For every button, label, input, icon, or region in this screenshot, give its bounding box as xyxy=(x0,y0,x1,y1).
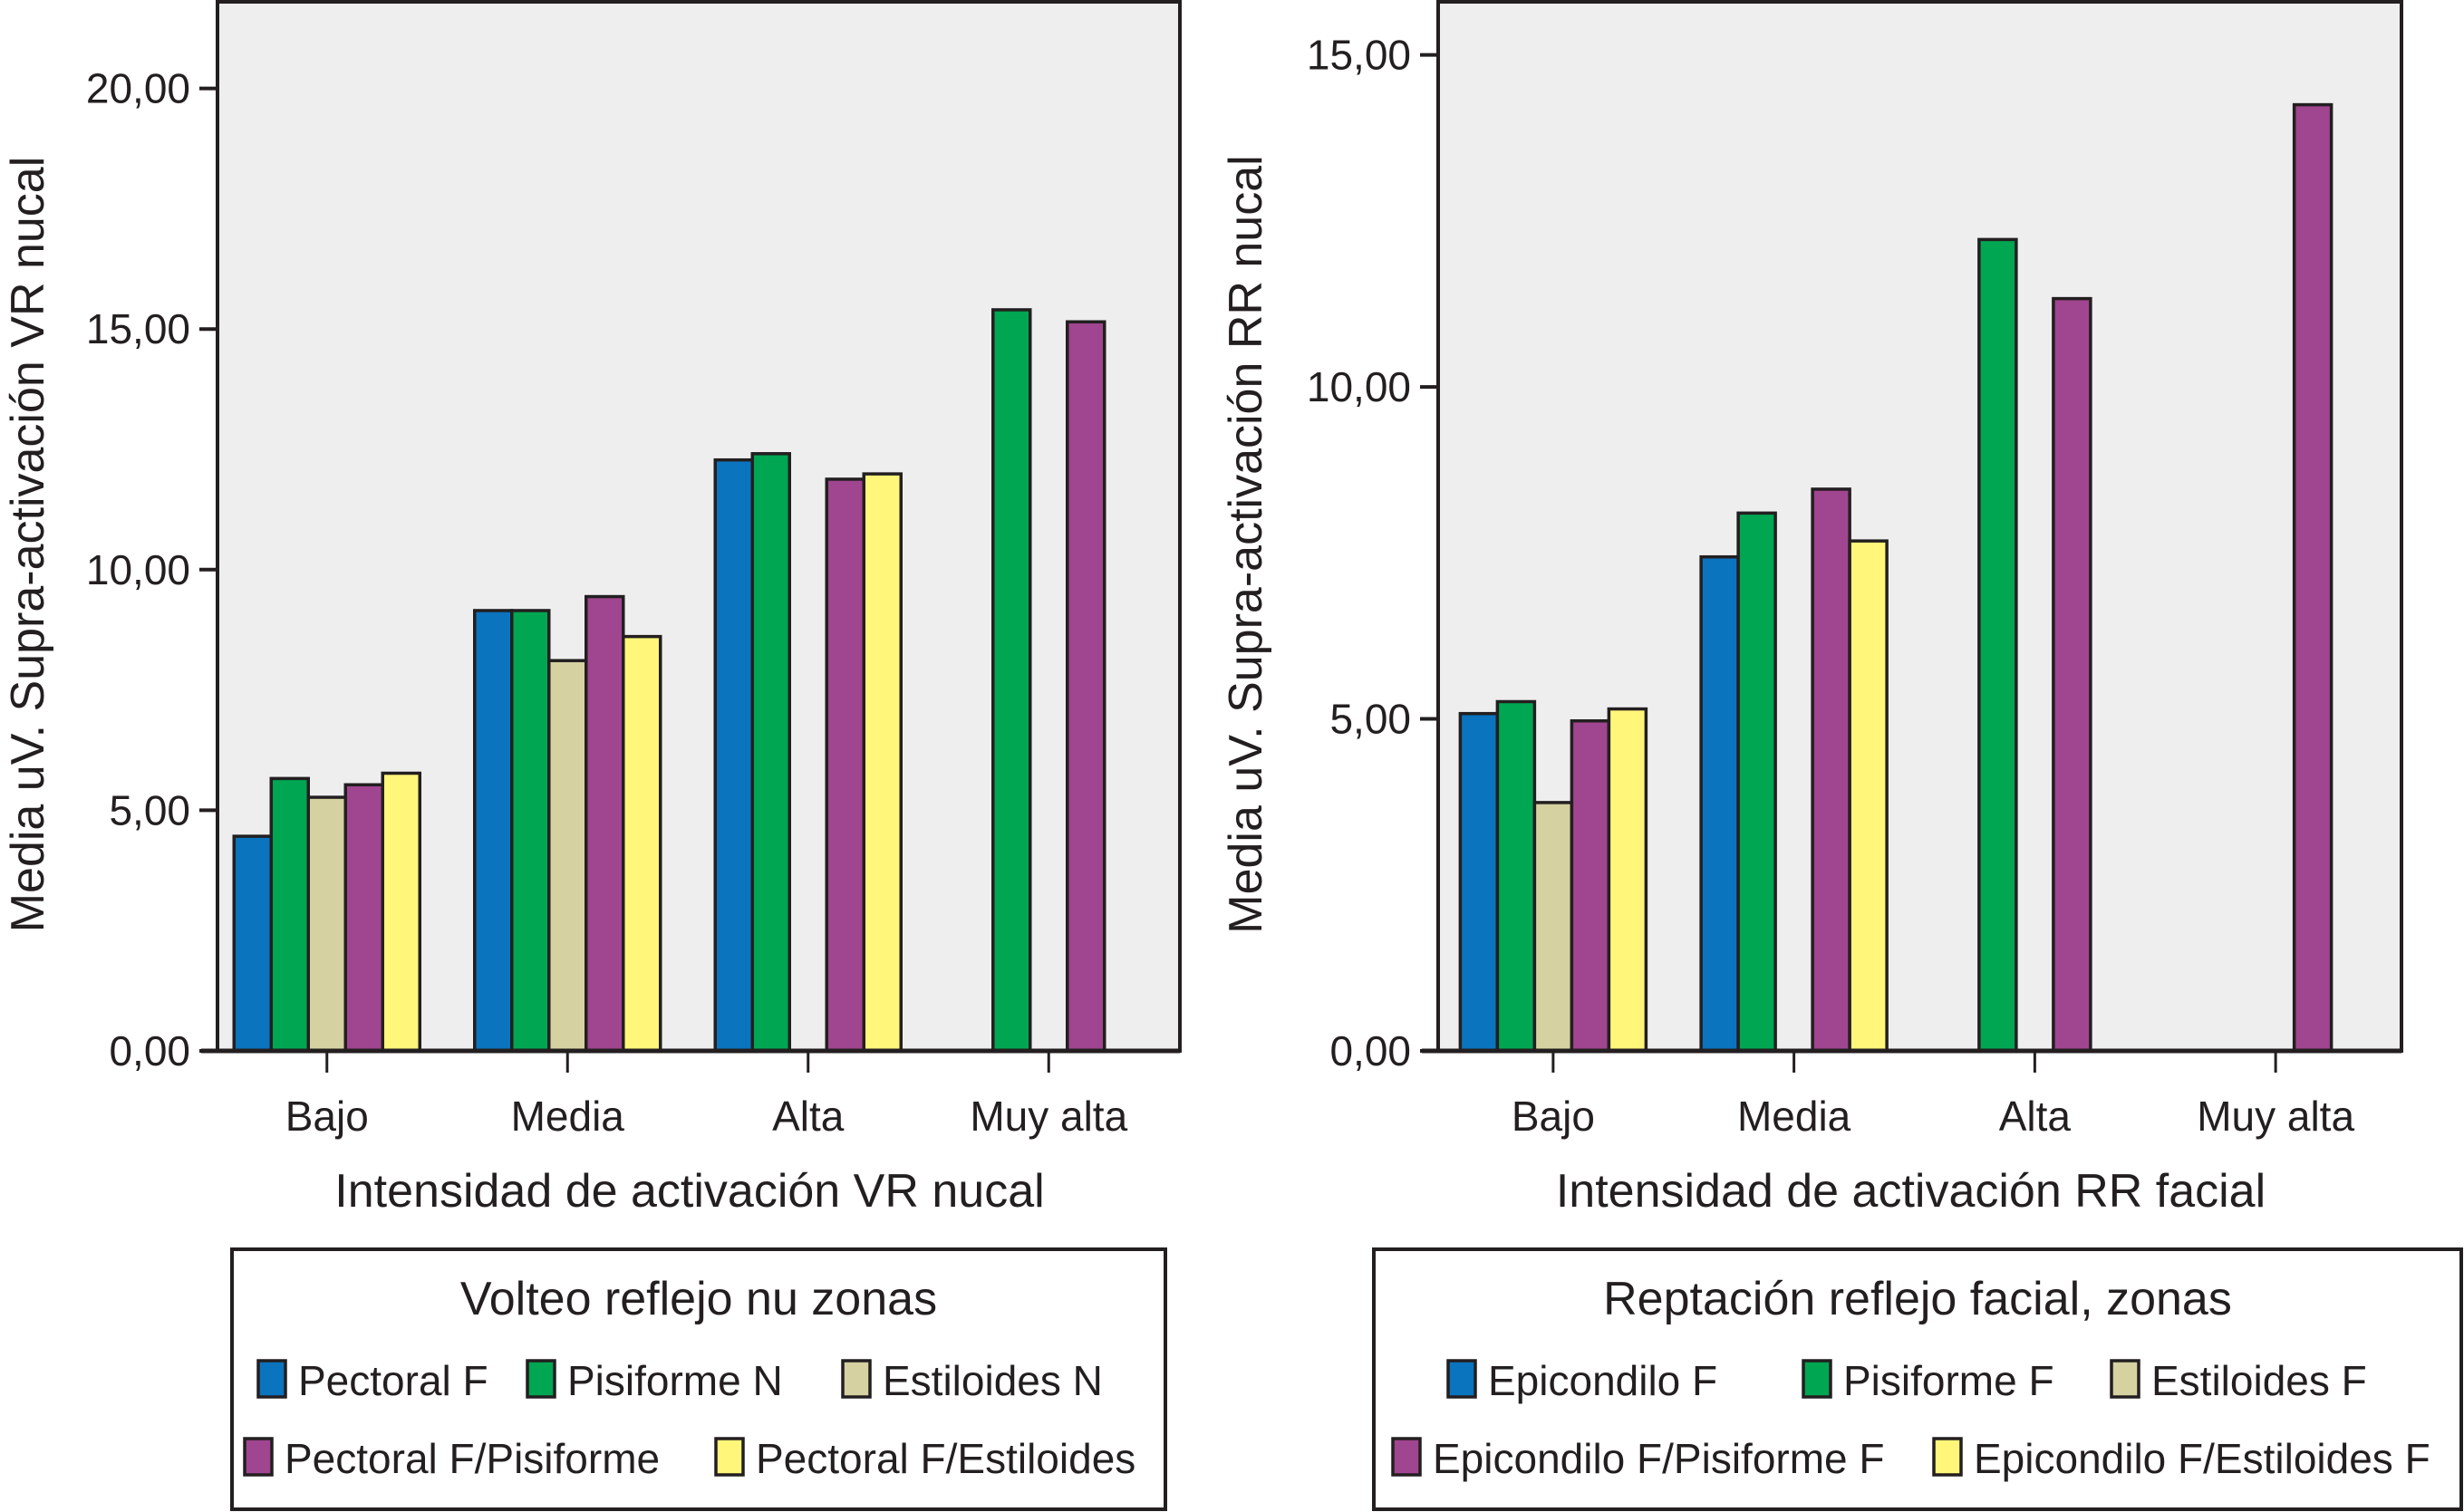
legend-swatch xyxy=(1802,1359,1832,1399)
legend-label: Estiloides F xyxy=(2151,1357,2367,1404)
bar-media-series-2 xyxy=(547,659,588,1053)
legend-label: Pisiforme F xyxy=(1843,1357,2054,1404)
bar-alta-series-3 xyxy=(2052,296,2092,1053)
x-axis-title: Intensidad de activación RR facial xyxy=(1556,1165,2266,1218)
bar-alta-series-0 xyxy=(713,457,754,1053)
legend-label: Epicondilo F/Estiloides F xyxy=(1974,1435,2430,1482)
bar-muy-alta-series-3 xyxy=(2292,102,2334,1053)
y-tick-label: 5,00 xyxy=(1329,696,1411,743)
legend-swatch xyxy=(841,1359,872,1399)
y-tick-label: 15,00 xyxy=(1307,32,1411,79)
bar-bajo-series-0 xyxy=(232,834,273,1053)
legend: Reptación reflejo facial, zonas Epicondi… xyxy=(1372,1247,2463,1511)
chart-right: 0,00 5,00 10,00 15,00 Bajo Media Alta Muy alta… xyxy=(1220,0,2463,1511)
legend-swatch xyxy=(526,1359,556,1399)
bar-bajo-series-2 xyxy=(306,795,347,1053)
y-tick-label: 0,00 xyxy=(109,1027,190,1074)
axes-group xyxy=(201,2,1180,1054)
bar-media-series-3 xyxy=(585,594,625,1053)
x-tick-label: Muy alta xyxy=(2197,1093,2354,1140)
x-tick-label: Muy alta xyxy=(970,1093,1127,1140)
y-tick-label: 5,00 xyxy=(109,786,190,833)
legend-label: Estiloides N xyxy=(883,1357,1103,1404)
legend-swatch xyxy=(714,1437,745,1477)
x-tick-label: Media xyxy=(1737,1093,1851,1140)
y-axis-title: Media uV. Supra-activación RR nucal xyxy=(1220,155,1272,933)
legend-swatch xyxy=(1932,1437,1963,1477)
legend-label: Pectoral F/Estiloides xyxy=(756,1435,1135,1482)
bar-media-series-0 xyxy=(473,609,514,1053)
bar-bajo-series-0 xyxy=(1458,711,1500,1053)
y-tick-label: 15,00 xyxy=(86,305,190,352)
legend-label: Epicondilo F xyxy=(1488,1357,1717,1404)
legend-label: Pisiforme N xyxy=(567,1357,783,1404)
bar-media-series-4 xyxy=(1848,539,1889,1053)
bar-alta-series-1 xyxy=(1977,237,2018,1053)
bars-group xyxy=(232,308,1106,1053)
bar-media-series-0 xyxy=(1699,554,1740,1053)
bar-bajo-series-1 xyxy=(269,776,310,1053)
legend-title: Volteo reflejo nu zonas xyxy=(460,1273,937,1325)
x-tick-label: Bajo xyxy=(285,1093,369,1140)
bar-alta-series-4 xyxy=(862,472,903,1053)
legend-swatch xyxy=(2110,1359,2140,1399)
bar-alta-series-1 xyxy=(750,452,791,1053)
x-tick-label: Alta xyxy=(1999,1093,2072,1140)
x-axis-title: Intensidad de activación VR nucal xyxy=(334,1165,1044,1218)
bar-media-series-3 xyxy=(1811,487,1851,1053)
legend-label: Pectoral F/Pisiforme xyxy=(285,1435,660,1482)
x-ticks: Bajo Media Alta Muy alta xyxy=(285,1051,1128,1140)
axes-group xyxy=(1422,2,2401,1054)
legend: Volteo reflejo nu zonas Pectoral F Pisifo… xyxy=(230,1247,1167,1511)
y-tick-label: 0,00 xyxy=(1329,1027,1411,1074)
legend-swatch xyxy=(1446,1359,1477,1399)
legend-swatch xyxy=(1391,1437,1422,1477)
bars-group xyxy=(1458,102,2334,1053)
bar-bajo-series-4 xyxy=(381,771,421,1053)
y-tick-label: 20,00 xyxy=(86,65,190,112)
y-tick-label: 10,00 xyxy=(86,546,190,593)
legend-label: Pectoral F xyxy=(298,1357,488,1404)
bar-media-series-4 xyxy=(622,634,662,1053)
y-ticks: 0,00 5,00 10,00 15,00 20,00 xyxy=(86,65,217,1074)
bar-alta-series-3 xyxy=(825,477,865,1053)
bar-muy-alta-series-1 xyxy=(991,308,1032,1053)
x-ticks: Bajo Media Alta Muy alta xyxy=(1512,1051,2354,1140)
bar-bajo-series-3 xyxy=(343,783,384,1053)
y-ticks: 0,00 5,00 10,00 15,00 xyxy=(1307,32,1438,1074)
x-tick-label: Bajo xyxy=(1512,1093,1595,1140)
bar-bajo-series-4 xyxy=(1607,707,1648,1053)
bar-bajo-series-1 xyxy=(1495,699,1537,1053)
legend-swatch xyxy=(243,1437,274,1477)
legend-items: Pectoral F Pisiforme N Estiloides N Pectora… xyxy=(243,1357,1135,1482)
y-tick-label: 10,00 xyxy=(1307,363,1411,410)
bar-bajo-series-3 xyxy=(1570,718,1611,1053)
bar-media-series-1 xyxy=(510,609,551,1053)
legend-title: Reptación reflejo facial, zonas xyxy=(1603,1273,2232,1325)
legend-items: Epicondilo F Pisiforme F Estiloides F Epico… xyxy=(1391,1357,2430,1482)
x-tick-label: Alta xyxy=(772,1093,845,1140)
legend-box xyxy=(230,1247,1167,1511)
legend-label: Epicondilo F/Pisiforme F xyxy=(1433,1435,1885,1482)
bar-muy-alta-series-3 xyxy=(1066,320,1106,1053)
legend-box xyxy=(1372,1247,2463,1511)
chart-left: 0,00 5,00 10,00 15,00 20,00 Bajo Media Alta Muy… xyxy=(2,0,1182,1511)
x-tick-label: Media xyxy=(511,1093,625,1140)
y-axis-title: Media uV. Supra-activación VR nucal xyxy=(2,157,54,933)
bar-media-series-1 xyxy=(1736,511,1777,1053)
legend-swatch xyxy=(256,1359,287,1399)
bar-bajo-series-2 xyxy=(1532,801,1574,1053)
